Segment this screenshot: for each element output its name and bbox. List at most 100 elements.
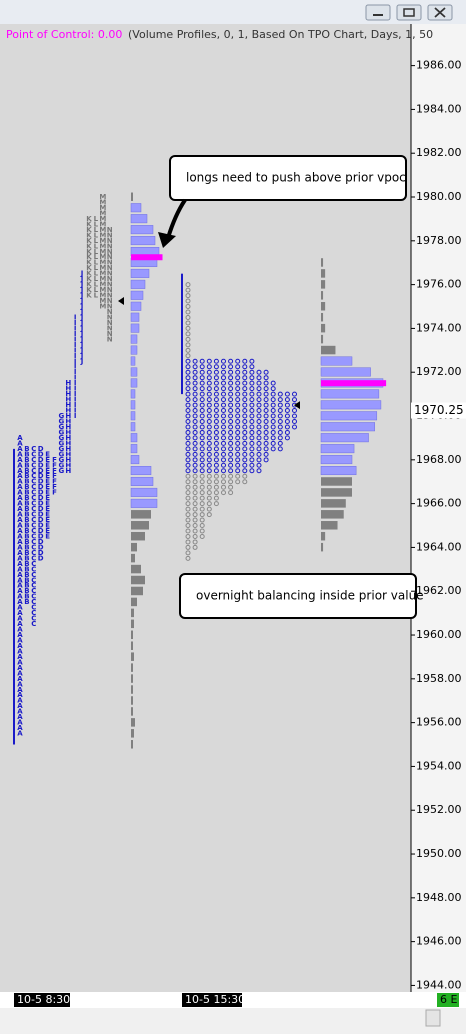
tpo-dot bbox=[242, 451, 248, 457]
tpo-dot bbox=[263, 446, 269, 452]
y-tick-label: 1960.00 bbox=[416, 628, 462, 641]
tpo-dot bbox=[270, 391, 276, 397]
tpo-dot bbox=[185, 506, 191, 512]
tpo-letter: D bbox=[38, 532, 44, 540]
tpo-dot bbox=[256, 418, 262, 424]
tpo-dot bbox=[199, 358, 205, 364]
tpo-dot bbox=[263, 402, 269, 408]
tpo-dot bbox=[185, 451, 191, 457]
tpo-dot bbox=[221, 375, 226, 381]
tpo-letter: D bbox=[38, 554, 44, 562]
tpo-dot bbox=[199, 408, 205, 414]
tpo-letter: H bbox=[65, 439, 71, 447]
tpo-dot bbox=[185, 517, 191, 523]
tpo-letter: M bbox=[99, 292, 106, 300]
annotation: longs need to push above prior vpoc bbox=[186, 171, 406, 185]
tpo-dot bbox=[199, 495, 205, 501]
tpo-letter: B bbox=[24, 576, 29, 584]
tpo-dot bbox=[199, 533, 205, 539]
maximize-button[interactable] bbox=[396, 4, 422, 21]
tpo-dot bbox=[206, 462, 212, 468]
tpo-dot bbox=[256, 424, 262, 430]
tpo-dot bbox=[228, 386, 234, 392]
tpo-dot bbox=[242, 369, 248, 375]
tpo-dot bbox=[192, 501, 198, 507]
tpo-dot bbox=[235, 358, 241, 364]
tpo-dot bbox=[242, 435, 248, 441]
tpo-dot bbox=[206, 501, 212, 507]
tpo-dot bbox=[228, 391, 234, 397]
tpo-dot bbox=[242, 457, 248, 463]
tpo-letter: G bbox=[59, 439, 65, 447]
tpo-letter: N bbox=[107, 324, 113, 332]
tpo-dot bbox=[199, 369, 205, 375]
tpo-dot bbox=[256, 397, 262, 403]
tpo-letter: L bbox=[94, 259, 99, 267]
tpo-dot bbox=[185, 402, 191, 408]
tpo-dot bbox=[199, 512, 205, 518]
y-tick-label: 1954.00 bbox=[416, 759, 462, 772]
volume-bar bbox=[131, 564, 141, 574]
poc-bar bbox=[321, 380, 387, 387]
tpo-letter: A bbox=[17, 434, 23, 442]
scrollbar[interactable] bbox=[0, 1008, 466, 1030]
tpo-dot bbox=[263, 429, 269, 435]
tpo-dot bbox=[249, 408, 255, 414]
tpo-letter: A bbox=[17, 511, 23, 519]
tpo-dot bbox=[185, 413, 191, 419]
tpo-dot bbox=[242, 462, 248, 468]
tpo-dot bbox=[235, 429, 241, 435]
volume-bar bbox=[321, 280, 326, 289]
tpo-dot bbox=[221, 380, 226, 386]
tpo-dot bbox=[213, 413, 219, 419]
tpo-letter: J bbox=[80, 297, 84, 305]
minimize-button[interactable] bbox=[365, 4, 391, 21]
tpo-letter: N bbox=[107, 308, 113, 316]
tpo-dot bbox=[270, 429, 276, 435]
tpo-dot bbox=[199, 490, 205, 496]
tpo-letter: C bbox=[31, 560, 36, 568]
tpo-letter: A bbox=[17, 587, 23, 595]
tpo-dot bbox=[206, 369, 212, 375]
tpo-dot bbox=[206, 495, 212, 501]
tpo-dot bbox=[284, 413, 290, 419]
tpo-dot bbox=[256, 446, 262, 452]
tpo-dot bbox=[228, 479, 234, 485]
tpo-dot bbox=[235, 397, 241, 403]
tpo-letter: I bbox=[74, 390, 77, 398]
tpo-dot bbox=[206, 386, 212, 392]
tpo-letter: D bbox=[38, 450, 44, 458]
tpo-dot bbox=[277, 413, 283, 419]
tpo-dot bbox=[206, 451, 212, 457]
tpo-letter: B bbox=[24, 456, 29, 464]
tpo-letter: H bbox=[65, 423, 71, 431]
volume-bar bbox=[321, 334, 324, 344]
volume-bar bbox=[131, 652, 134, 661]
tpo-dot bbox=[185, 490, 191, 496]
tpo-letter: N bbox=[107, 275, 113, 283]
tpo-letter: B bbox=[24, 532, 29, 540]
tpo-letter: B bbox=[24, 511, 29, 519]
tpo-dot bbox=[228, 457, 234, 463]
volume-bar bbox=[131, 531, 145, 541]
tpo-dot bbox=[242, 408, 248, 414]
tpo-dot bbox=[228, 490, 234, 496]
tpo-dot bbox=[199, 462, 205, 468]
tpo-dot bbox=[192, 435, 198, 441]
tpo-letter: B bbox=[24, 445, 29, 453]
tpo-letter: H bbox=[65, 412, 71, 420]
tpo-dot bbox=[213, 473, 219, 479]
tpo-dot bbox=[192, 479, 198, 485]
tpo-letter: G bbox=[59, 461, 65, 469]
scroll-button[interactable] bbox=[425, 1009, 441, 1027]
tpo-letter: B bbox=[24, 527, 29, 535]
tpo-dot bbox=[185, 501, 191, 507]
tpo-letter: D bbox=[38, 461, 44, 469]
tpo-letter: A bbox=[17, 532, 23, 540]
tpo-letter: D bbox=[38, 472, 44, 480]
tpo-letter: H bbox=[65, 396, 71, 404]
tpo-letter: I bbox=[74, 346, 77, 354]
tpo-dot bbox=[199, 402, 205, 408]
tpo-dot bbox=[284, 424, 290, 430]
